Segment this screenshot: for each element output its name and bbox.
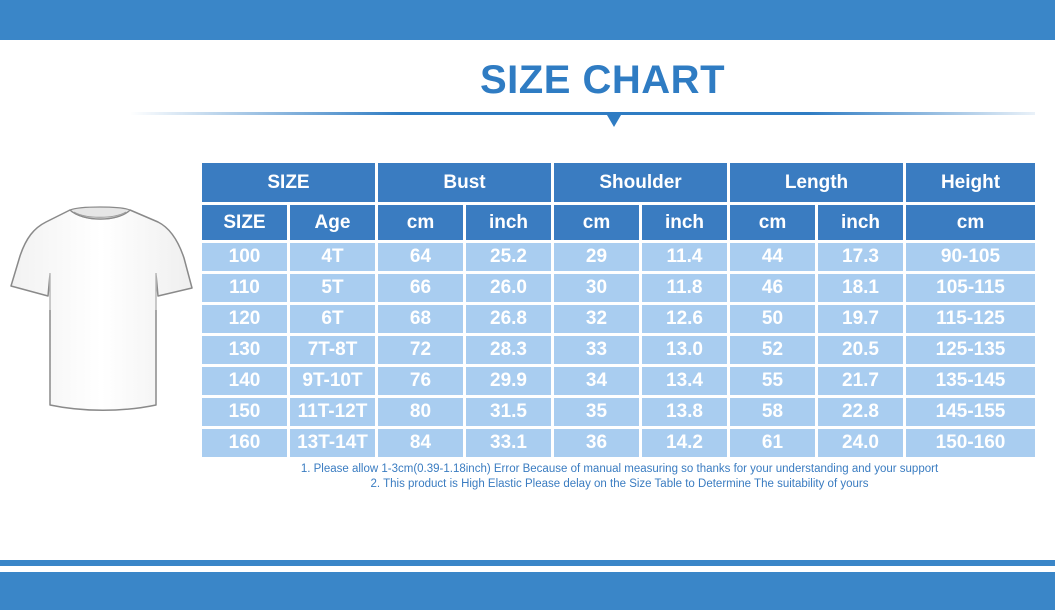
title-arrow-icon <box>607 115 621 127</box>
group-header-row: SIZE Bust Shoulder Length Height <box>202 163 1035 202</box>
cell-shoulder-inch: 14.2 <box>642 429 727 457</box>
subheader-shoulder-cm: cm <box>554 205 639 240</box>
cell-bust-cm: 64 <box>378 243 463 271</box>
cell-length-inch: 24.0 <box>818 429 903 457</box>
cell-size: 100 <box>202 243 287 271</box>
cell-bust-cm: 68 <box>378 305 463 333</box>
cell-length-cm: 52 <box>730 336 815 364</box>
cell-height-cm: 115-125 <box>906 305 1035 333</box>
cell-shoulder-cm: 29 <box>554 243 639 271</box>
subheader-length-inch: inch <box>818 205 903 240</box>
cell-length-cm: 55 <box>730 367 815 395</box>
table-row: 130 7T-8T 72 28.3 33 13.0 52 20.5 125-13… <box>202 336 1035 364</box>
cell-shoulder-inch: 11.8 <box>642 274 727 302</box>
cell-shoulder-cm: 35 <box>554 398 639 426</box>
cell-size: 110 <box>202 274 287 302</box>
cell-age: 9T-10T <box>290 367 375 395</box>
table-row: 140 9T-10T 76 29.9 34 13.4 55 21.7 135-1… <box>202 367 1035 395</box>
bottom-divider <box>0 560 1055 566</box>
cell-shoulder-inch: 13.8 <box>642 398 727 426</box>
cell-height-cm: 90-105 <box>906 243 1035 271</box>
group-header-size: SIZE <box>202 163 375 202</box>
subheader-bust-inch: inch <box>466 205 551 240</box>
cell-bust-inch: 28.3 <box>466 336 551 364</box>
note-measurement-error: 1. Please allow 1-3cm(0.39-1.18inch) Err… <box>300 463 939 475</box>
cell-age: 6T <box>290 305 375 333</box>
cell-bust-cm: 80 <box>378 398 463 426</box>
subheader-length-cm: cm <box>730 205 815 240</box>
cell-bust-inch: 33.1 <box>466 429 551 457</box>
title-divider <box>130 112 1035 115</box>
subheader-row: SIZE Age cm inch cm inch cm inch cm <box>202 205 1035 240</box>
cell-length-cm: 58 <box>730 398 815 426</box>
cell-shoulder-inch: 13.4 <box>642 367 727 395</box>
table-row: 120 6T 68 26.8 32 12.6 50 19.7 115-125 <box>202 305 1035 333</box>
group-header-height: Height <box>906 163 1035 202</box>
cell-bust-cm: 76 <box>378 367 463 395</box>
cell-length-cm: 50 <box>730 305 815 333</box>
cell-height-cm: 135-145 <box>906 367 1035 395</box>
cell-height-cm: 125-135 <box>906 336 1035 364</box>
cell-shoulder-inch: 11.4 <box>642 243 727 271</box>
cell-height-cm: 145-155 <box>906 398 1035 426</box>
cell-size: 150 <box>202 398 287 426</box>
table-row: 150 11T-12T 80 31.5 35 13.8 58 22.8 145-… <box>202 398 1035 426</box>
group-header-bust: Bust <box>378 163 551 202</box>
cell-age: 5T <box>290 274 375 302</box>
subheader-bust-cm: cm <box>378 205 463 240</box>
cell-size: 160 <box>202 429 287 457</box>
cell-bust-inch: 31.5 <box>466 398 551 426</box>
cell-bust-cm: 84 <box>378 429 463 457</box>
cell-shoulder-cm: 33 <box>554 336 639 364</box>
cell-size: 130 <box>202 336 287 364</box>
cell-shoulder-inch: 13.0 <box>642 336 727 364</box>
group-header-shoulder: Shoulder <box>554 163 727 202</box>
cell-shoulder-cm: 32 <box>554 305 639 333</box>
cell-bust-inch: 26.8 <box>466 305 551 333</box>
cell-age: 7T-8T <box>290 336 375 364</box>
cell-length-inch: 21.7 <box>818 367 903 395</box>
cell-length-inch: 18.1 <box>818 274 903 302</box>
group-header-length: Length <box>730 163 903 202</box>
subheader-height-cm: cm <box>906 205 1035 240</box>
table-row: 100 4T 64 25.2 29 11.4 44 17.3 90-105 <box>202 243 1035 271</box>
cell-bust-cm: 72 <box>378 336 463 364</box>
cell-shoulder-cm: 30 <box>554 274 639 302</box>
table-row: 110 5T 66 26.0 30 11.8 46 18.1 105-115 <box>202 274 1035 302</box>
cell-bust-inch: 29.9 <box>466 367 551 395</box>
cell-age: 4T <box>290 243 375 271</box>
bottom-banner <box>0 572 1055 610</box>
cell-shoulder-inch: 12.6 <box>642 305 727 333</box>
cell-length-inch: 17.3 <box>818 243 903 271</box>
cell-length-cm: 46 <box>730 274 815 302</box>
cell-bust-inch: 25.2 <box>466 243 551 271</box>
page-title: SIZE CHART <box>480 58 725 102</box>
cell-length-inch: 22.8 <box>818 398 903 426</box>
cell-age: 11T-12T <box>290 398 375 426</box>
table-row: 160 13T-14T 84 33.1 36 14.2 61 24.0 150-… <box>202 429 1035 457</box>
cell-length-cm: 61 <box>730 429 815 457</box>
cell-height-cm: 150-160 <box>906 429 1035 457</box>
cell-length-inch: 19.7 <box>818 305 903 333</box>
cell-length-cm: 44 <box>730 243 815 271</box>
notes: 1. Please allow 1-3cm(0.39-1.18inch) Err… <box>202 462 1037 492</box>
subheader-size: SIZE <box>202 205 287 240</box>
cell-shoulder-cm: 34 <box>554 367 639 395</box>
cell-bust-cm: 66 <box>378 274 463 302</box>
size-chart-table: SIZE Bust Shoulder Length Height SIZE Ag… <box>199 160 1038 460</box>
subheader-age: Age <box>290 205 375 240</box>
cell-age: 13T-14T <box>290 429 375 457</box>
subheader-shoulder-inch: inch <box>642 205 727 240</box>
note-elastic-product: 2. This product is High Elastic Please d… <box>370 478 869 490</box>
tshirt-image <box>10 206 193 411</box>
cell-size: 120 <box>202 305 287 333</box>
cell-size: 140 <box>202 367 287 395</box>
top-banner <box>0 0 1055 40</box>
cell-length-inch: 20.5 <box>818 336 903 364</box>
cell-bust-inch: 26.0 <box>466 274 551 302</box>
cell-shoulder-cm: 36 <box>554 429 639 457</box>
cell-height-cm: 105-115 <box>906 274 1035 302</box>
